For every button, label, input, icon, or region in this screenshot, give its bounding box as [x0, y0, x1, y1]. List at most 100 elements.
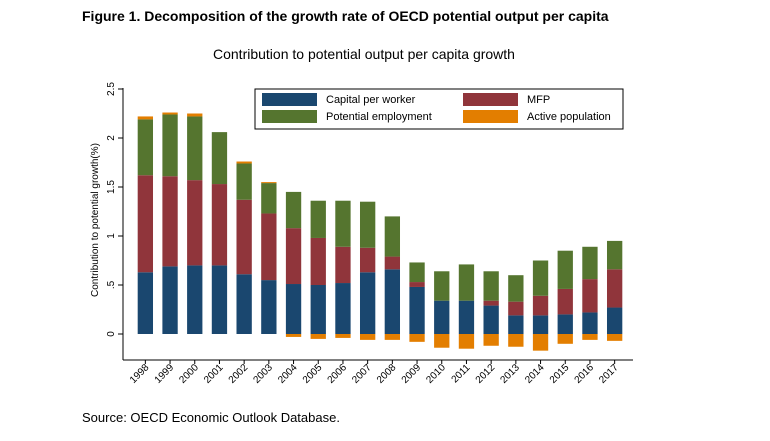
bar-segment: [409, 262, 425, 283]
bar-segment: [162, 114, 178, 177]
bar-segment: [508, 334, 524, 347]
bar-segment: [359, 272, 376, 334]
bar-segment: [409, 334, 425, 342]
bar-segment: [285, 284, 302, 334]
bar-segment: [606, 240, 623, 270]
x-tick-label: 2008: [375, 362, 399, 386]
bar-segment: [606, 307, 623, 334]
x-tick-label: 2007: [350, 362, 374, 386]
bar-segment: [335, 283, 351, 334]
figure-title: Figure 1. Decomposition of the growth ra…: [82, 8, 609, 24]
bar-segment: [384, 269, 401, 334]
x-tick-label: 1999: [153, 362, 177, 386]
bar-segment: [137, 175, 154, 273]
bar-segment: [359, 201, 376, 248]
legend-swatch: [262, 93, 317, 106]
bar-segment: [384, 216, 401, 257]
x-tick-label: 2002: [227, 362, 251, 386]
bar-segment: [483, 271, 499, 301]
x-tick-label: 2013: [498, 362, 522, 386]
bar-segment: [285, 191, 302, 229]
bar-segment: [285, 334, 302, 337]
bar-segment: [409, 286, 425, 334]
bar-segment: [261, 213, 277, 281]
bar-segment: [310, 334, 326, 339]
bar-segment: [557, 314, 573, 334]
bar-segment: [261, 280, 277, 334]
bar-segment: [409, 282, 425, 287]
bar-segment: [532, 260, 549, 296]
x-tick-labels: 1998 1999 2000 2001 2002 2003 2004 2005 2006 2007…: [128, 360, 621, 386]
bar-segment: [137, 119, 154, 176]
bar-segment: [187, 113, 203, 117]
y-axis-label: Contribution to potential growth(%): [90, 143, 101, 297]
bar-segment: [483, 305, 499, 334]
bar-segment: [162, 176, 178, 267]
bar-segment: [483, 300, 499, 306]
bar-segment: [582, 312, 598, 334]
x-tick-label: 2001: [202, 362, 226, 386]
x-tick-label: 2010: [424, 362, 448, 386]
bar-segment: [211, 265, 228, 334]
bar-segment: [557, 288, 573, 315]
y-tick-label: .5: [106, 280, 117, 289]
bar-segment: [557, 250, 573, 289]
bar-segment: [211, 184, 228, 266]
bar-segment: [582, 334, 598, 340]
bar-segment: [483, 334, 499, 346]
bar-segment: [187, 116, 203, 181]
bar-segment: [532, 334, 549, 351]
bar-segment: [458, 334, 475, 349]
bar-segment: [557, 334, 573, 344]
bar-segment: [532, 295, 549, 316]
legend-swatch: [262, 110, 317, 123]
x-tick-label: 2000: [177, 362, 201, 386]
bar-segment: [211, 132, 228, 185]
bar-segment: [310, 237, 326, 285]
x-tick-label: 2012: [474, 362, 498, 386]
bar-segment: [285, 228, 302, 285]
x-tick-label: 2014: [523, 362, 547, 386]
bar-segment: [335, 246, 351, 284]
bar-segment: [335, 334, 351, 338]
bar-segment: [236, 274, 252, 334]
legend-label: MFP: [527, 94, 550, 106]
bar-segment: [434, 300, 450, 334]
chart-title: Contribution to potential output per cap…: [213, 46, 515, 62]
legend-label: Capital per worker: [326, 94, 416, 106]
bar-segment: [236, 199, 252, 275]
bar-segment: [359, 334, 376, 340]
bar-segment: [187, 265, 203, 334]
bar-segment: [236, 163, 252, 200]
bar-segment: [458, 264, 475, 301]
x-tick-label: 2003: [251, 362, 275, 386]
bar-segment: [434, 271, 450, 301]
legend-swatch: [463, 110, 518, 123]
bar-segment: [384, 334, 401, 340]
bar-segment: [359, 247, 376, 273]
bar-segment: [137, 116, 154, 120]
bars: [137, 112, 623, 351]
bar-segment: [508, 275, 524, 302]
legend-label: Active population: [527, 111, 611, 123]
y-tick-label: 1: [106, 233, 117, 239]
bar-segment: [236, 161, 252, 164]
y-tick-label: 2.5: [106, 82, 117, 96]
x-tick-label: 2006: [326, 362, 350, 386]
x-tick-label: 2017: [597, 362, 621, 386]
x-tick-label: 2015: [548, 362, 572, 386]
bar-segment: [137, 272, 154, 334]
x-tick-label: 2016: [573, 362, 597, 386]
legend: Capital per worker MFP Potential employmen…: [254, 88, 624, 130]
bar-segment: [335, 200, 351, 247]
y-tick-label: 1.5: [106, 180, 117, 194]
legend-label: Potential employment: [326, 111, 432, 123]
bar-segment: [261, 183, 277, 214]
bar-segment: [434, 334, 450, 348]
x-tick-label: 2011: [450, 362, 473, 385]
y-tick-label: 0: [106, 331, 117, 337]
bar-segment: [261, 182, 277, 184]
bar-segment: [606, 269, 623, 308]
x-tick-label: 2009: [400, 362, 424, 386]
